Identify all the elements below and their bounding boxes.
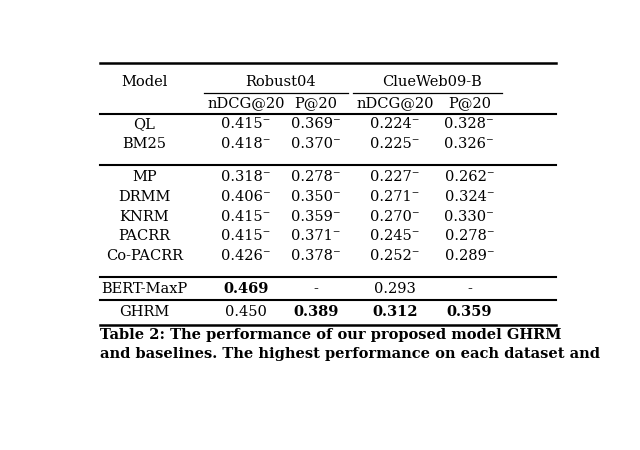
Text: 0.469: 0.469	[223, 282, 269, 296]
Text: 0.371⁻: 0.371⁻	[291, 229, 340, 243]
Text: Table 2: The performance of our proposed model GHRM
and baselines. The highest p: Table 2: The performance of our proposed…	[100, 328, 600, 361]
Text: 0.415⁻: 0.415⁻	[221, 210, 271, 224]
Text: DRMM: DRMM	[118, 190, 171, 204]
Text: 0.359: 0.359	[447, 305, 492, 320]
Text: 0.252⁻: 0.252⁻	[370, 249, 420, 263]
Text: KNRM: KNRM	[120, 210, 170, 224]
Text: 0.262⁻: 0.262⁻	[445, 170, 494, 184]
Text: 0.293: 0.293	[374, 282, 416, 296]
Text: 0.378⁻: 0.378⁻	[291, 249, 340, 263]
Text: 0.330⁻: 0.330⁻	[444, 210, 494, 224]
Text: Model: Model	[122, 75, 168, 89]
Text: 0.406⁻: 0.406⁻	[221, 190, 271, 204]
Text: nDCG@20: nDCG@20	[207, 97, 285, 111]
Text: 0.359⁻: 0.359⁻	[291, 210, 340, 224]
Text: 0.426⁻: 0.426⁻	[221, 249, 271, 263]
Text: 0.389: 0.389	[293, 305, 339, 320]
Text: -: -	[313, 282, 318, 296]
Text: 0.312: 0.312	[372, 305, 418, 320]
Text: 0.370⁻: 0.370⁻	[291, 137, 340, 151]
Text: 0.369⁻: 0.369⁻	[291, 117, 340, 131]
Text: GHRM: GHRM	[119, 305, 170, 320]
Text: Co-PACRR: Co-PACRR	[106, 249, 183, 263]
Text: PACRR: PACRR	[118, 229, 170, 243]
Text: 0.278⁻: 0.278⁻	[291, 170, 340, 184]
Text: 0.450: 0.450	[225, 305, 267, 320]
Text: 0.418⁻: 0.418⁻	[221, 137, 271, 151]
Text: 0.415⁻: 0.415⁻	[221, 117, 271, 131]
Text: 0.227⁻: 0.227⁻	[370, 170, 420, 184]
Text: 0.415⁻: 0.415⁻	[221, 229, 271, 243]
Text: BERT-MaxP: BERT-MaxP	[101, 282, 188, 296]
Text: Robust04: Robust04	[246, 75, 316, 89]
Text: 0.326⁻: 0.326⁻	[445, 137, 494, 151]
Text: nDCG@20: nDCG@20	[356, 97, 434, 111]
Text: MP: MP	[132, 170, 157, 184]
Text: 0.224⁻: 0.224⁻	[370, 117, 420, 131]
Text: -: -	[467, 282, 472, 296]
Text: 0.270⁻: 0.270⁻	[370, 210, 420, 224]
Text: QL: QL	[134, 117, 156, 131]
Text: 0.324⁻: 0.324⁻	[445, 190, 494, 204]
Text: 0.225⁻: 0.225⁻	[370, 137, 420, 151]
Text: 0.271⁻: 0.271⁻	[371, 190, 420, 204]
Text: 0.328⁻: 0.328⁻	[445, 117, 494, 131]
Text: 0.245⁻: 0.245⁻	[370, 229, 420, 243]
Text: P@20: P@20	[448, 97, 491, 111]
Text: ClueWeb09-B: ClueWeb09-B	[382, 75, 482, 89]
Text: BM25: BM25	[122, 137, 166, 151]
Text: P@20: P@20	[294, 97, 337, 111]
Text: 0.278⁻: 0.278⁻	[445, 229, 494, 243]
Text: 0.289⁻: 0.289⁻	[445, 249, 494, 263]
Text: 0.318⁻: 0.318⁻	[221, 170, 271, 184]
Text: 0.350⁻: 0.350⁻	[291, 190, 340, 204]
